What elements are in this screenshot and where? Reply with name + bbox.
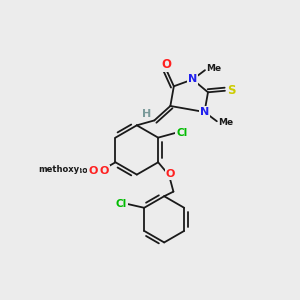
Text: Cl: Cl	[116, 199, 127, 209]
Text: Me: Me	[206, 64, 222, 73]
Text: Cl: Cl	[176, 128, 188, 138]
Text: methoxy: methoxy	[38, 166, 79, 175]
Text: H: H	[142, 109, 151, 119]
Text: O: O	[166, 169, 175, 179]
Text: O: O	[100, 166, 109, 176]
Text: methoxy: methoxy	[60, 166, 98, 175]
Text: N: N	[188, 74, 197, 84]
Text: N: N	[200, 107, 209, 117]
Text: S: S	[227, 84, 235, 97]
Text: methoxy: methoxy	[92, 169, 98, 172]
Text: O: O	[88, 166, 98, 176]
Text: O: O	[161, 58, 171, 71]
Text: Me: Me	[218, 118, 233, 127]
Text: methoxy: methoxy	[81, 169, 87, 171]
